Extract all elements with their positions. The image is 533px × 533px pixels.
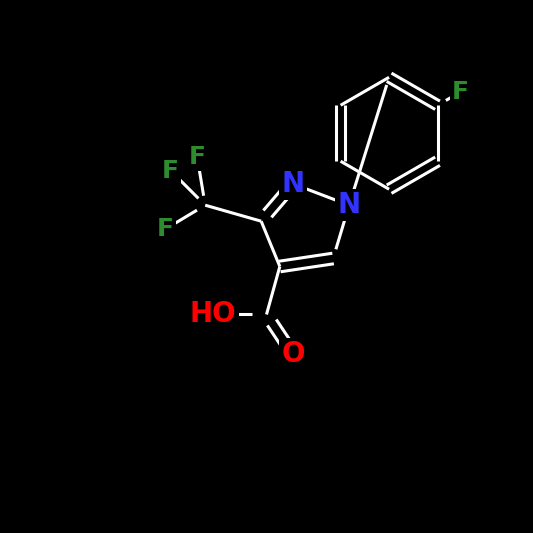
Text: O: O <box>281 341 305 368</box>
Text: N: N <box>337 191 361 219</box>
Text: F: F <box>452 80 469 104</box>
Text: HO: HO <box>190 301 237 328</box>
Text: N: N <box>281 170 305 198</box>
Text: F: F <box>189 145 206 169</box>
Text: F: F <box>157 217 174 241</box>
Text: F: F <box>162 158 179 183</box>
